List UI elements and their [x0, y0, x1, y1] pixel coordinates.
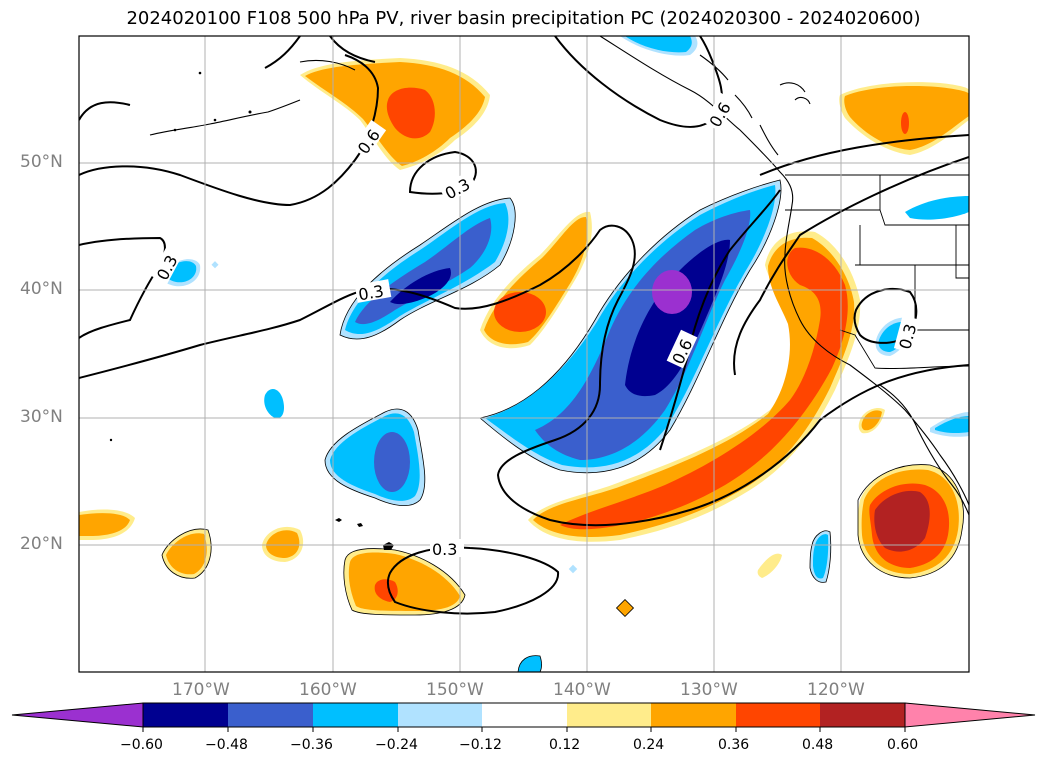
colorbar-segment [820, 703, 905, 727]
contour-label: 0.3 [432, 540, 457, 559]
map-content: 0.3 0.3 0.3 0.3 0.6 0.6 0.6 0.3 [79, 36, 969, 672]
colorbar-frame [142, 702, 906, 728]
colorbar-tick-label: −0.12 [459, 737, 502, 753]
colorbar-tick-label: −0.48 [205, 737, 248, 753]
colorbar-extend-high [904, 702, 1036, 728]
lat-label: 50°N [20, 152, 63, 172]
colorbar-tick-label: −0.36 [290, 737, 333, 753]
lat-label: 30°N [20, 407, 63, 427]
colorbar [11, 702, 1036, 732]
lat-label: 40°N [20, 279, 63, 299]
colorbar-tick-label: 0.36 [718, 737, 750, 753]
anomaly-outlines [161, 179, 964, 672]
colorbar-ticks [142, 727, 906, 732]
lat-label: 20°N [20, 534, 63, 554]
colorbar-segment [143, 703, 228, 727]
lon-label: 170°W [172, 680, 230, 700]
colorbar-tick-label: 0.12 [549, 737, 581, 753]
lon-label: 140°W [553, 680, 611, 700]
islands [109, 71, 394, 550]
colorbar-segment [398, 703, 482, 727]
colorbar-segment [567, 703, 651, 727]
map-title: 2024020100 F108 500 hPa PV, river basin … [126, 8, 921, 29]
lon-label: 150°W [426, 680, 484, 700]
colorbar-segment [313, 703, 398, 727]
colorbar-extend-low [11, 702, 144, 728]
lon-label: 160°W [299, 680, 357, 700]
colorbar-segment [736, 703, 820, 727]
lon-label: 120°W [807, 680, 865, 700]
colorbar-segment [228, 703, 313, 727]
colorbar-tick-label: −0.24 [375, 737, 418, 753]
colorbar-tick-label: 0.24 [633, 737, 665, 753]
contour-labels: 0.3 0.3 0.3 0.3 0.6 0.6 0.6 0.3 [151, 92, 920, 559]
colorbar-tick-label: −0.60 [120, 737, 163, 753]
gridlines [79, 36, 969, 672]
colorbar-segment [651, 703, 736, 727]
negative-anomaly-field [163, 36, 969, 672]
map-frame [78, 35, 970, 673]
lon-label: 130°W [680, 680, 738, 700]
colorbar-segment [482, 703, 567, 727]
colorbar-tick-label: 0.60 [887, 737, 919, 753]
colorbar-tick-label: 0.48 [802, 737, 834, 753]
contour-label: 0.3 [357, 281, 385, 304]
